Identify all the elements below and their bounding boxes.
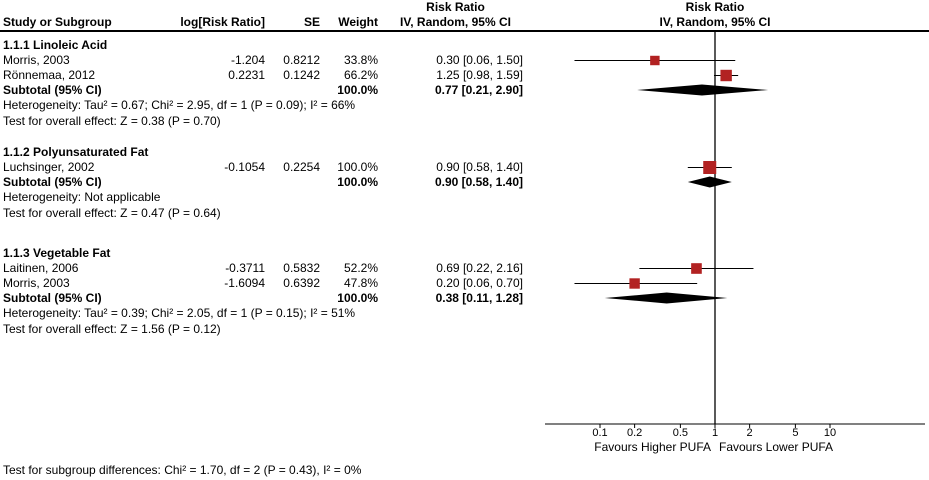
- col-header-study: Study or Subgroup: [3, 15, 112, 29]
- study-row: Laitinen, 2006 -0.3711 0.5832 52.2% 0.69…: [0, 261, 929, 276]
- overall-effect-text: Test for overall effect: Z = 1.56 (P = 0…: [3, 322, 221, 336]
- subgroup-heading: 1.1.3 Vegetable Fat: [0, 246, 929, 261]
- col-header-se: SE: [303, 15, 320, 29]
- subtotal-label: Subtotal (95% CI): [3, 175, 102, 189]
- axis-tick-label: 10: [823, 427, 837, 439]
- study-row: Luchsinger, 2002 -0.1054 0.2254 100.0% 0…: [0, 160, 929, 175]
- col-header-weight: Weight: [338, 15, 378, 29]
- overall-effect-note: Test for overall effect: Z = 0.47 (P = 0…: [0, 205, 929, 221]
- study-weight: 33.8%: [343, 53, 378, 67]
- study-name: Luchsinger, 2002: [3, 160, 95, 174]
- study-name: Morris, 2003: [3, 53, 70, 67]
- study-name: Morris, 2003: [3, 276, 70, 290]
- study-weight: 66.2%: [343, 68, 378, 82]
- col-header-log-risk-ratio: log[Risk Ratio]: [180, 15, 265, 29]
- study-weight: 100.0%: [337, 160, 378, 174]
- favours-right-label: Favours Lower PUFA: [719, 440, 834, 454]
- header-divider: [0, 30, 929, 32]
- subtotal-weight: 100.0%: [337, 83, 378, 97]
- col-header-ci: IV, Random, 95% CI: [400, 15, 511, 29]
- header-row-effect: Risk Ratio Risk Ratio: [0, 0, 929, 15]
- axis-tick-label: 5: [792, 427, 799, 439]
- subgroup-heading: 1.1.1 Linoleic Acid: [0, 38, 929, 53]
- heterogeneity-text: Heterogeneity: Not applicable: [3, 190, 161, 204]
- study-row: Rönnemaa, 2012 0.2231 0.1242 66.2% 1.25 …: [0, 68, 929, 83]
- study-log-risk-ratio: -1.204: [230, 53, 265, 67]
- subtotal-row: Subtotal (95% CI) 100.0% 0.38 [0.11, 1.2…: [0, 291, 929, 305]
- subgroup-title: 1.1.3 Vegetable Fat: [3, 246, 111, 260]
- subtotal-ci-text: 0.38 [0.11, 1.28]: [435, 291, 523, 305]
- subgroup-heading: 1.1.2 Polyunsaturated Fat: [0, 145, 929, 160]
- study-ci-text: 0.69 [0.22, 2.16]: [436, 261, 523, 275]
- subgroup-title: 1.1.1 Linoleic Acid: [3, 38, 108, 52]
- axis-tick-label: 1: [711, 427, 719, 439]
- study-se: 0.1242: [283, 68, 320, 82]
- study-se: 0.8212: [283, 53, 320, 67]
- heterogeneity-note: Heterogeneity: Not applicable: [0, 189, 929, 205]
- study-ci-text: 0.20 [0.06, 0.70]: [436, 276, 523, 290]
- favours-left-label: Favours Higher PUFA: [594, 440, 711, 454]
- axis-tick-label: 0.1: [592, 427, 608, 439]
- subtotal-weight: 100.0%: [337, 291, 378, 305]
- subgroup-title: 1.1.2 Polyunsaturated Fat: [3, 145, 149, 159]
- axis-tick-label: 0.5: [672, 427, 689, 439]
- subtotal-label: Subtotal (95% CI): [3, 83, 102, 97]
- study-se: 0.2254: [283, 160, 320, 174]
- heterogeneity-note: Heterogeneity: Tau² = 0.67; Chi² = 2.95,…: [0, 97, 929, 113]
- axis-tick-label: 2: [746, 427, 753, 439]
- header-row-columns: Study or Subgroup log[Risk Ratio] SE Wei…: [0, 15, 929, 30]
- study-se: 0.6392: [283, 276, 320, 290]
- study-log-risk-ratio: 0.2231: [228, 68, 265, 82]
- study-log-risk-ratio: -1.6094: [224, 276, 265, 290]
- plot-header-ci: IV, Random, 95% CI: [659, 15, 771, 29]
- study-row: Morris, 2003 -1.204 0.8212 33.8% 0.30 [0…: [0, 53, 929, 68]
- spacer: [0, 129, 929, 145]
- subtotal-row: Subtotal (95% CI) 100.0% 0.77 [0.21, 2.9…: [0, 83, 929, 97]
- study-ci-text: 1.25 [0.98, 1.59]: [436, 68, 523, 82]
- plot-column-effect-label: Risk Ratio: [685, 0, 745, 14]
- study-name: Laitinen, 2006: [3, 261, 79, 275]
- study-ci-text: 0.30 [0.06, 1.50]: [436, 53, 523, 67]
- study-weight: 47.8%: [343, 276, 378, 290]
- overall-effect-text: Test for overall effect: Z = 0.38 (P = 0…: [3, 114, 221, 128]
- ci-column-effect-label: Risk Ratio: [426, 0, 485, 14]
- overall-effect-note: Test for overall effect: Z = 1.56 (P = 0…: [0, 321, 929, 337]
- study-weight: 52.2%: [343, 261, 378, 275]
- study-row: Morris, 2003 -1.6094 0.6392 47.8% 0.20 […: [0, 276, 929, 291]
- heterogeneity-text: Heterogeneity: Tau² = 0.39; Chi² = 2.05,…: [3, 306, 356, 320]
- subtotal-weight: 100.0%: [337, 175, 378, 189]
- heterogeneity-text: Heterogeneity: Tau² = 0.67; Chi² = 2.95,…: [3, 98, 356, 112]
- spacer: [0, 221, 929, 246]
- subtotal-row: Subtotal (95% CI) 100.0% 0.90 [0.58, 1.4…: [0, 175, 929, 189]
- overall-effect-note: Test for overall effect: Z = 0.38 (P = 0…: [0, 113, 929, 129]
- study-se: 0.5832: [283, 261, 320, 275]
- subgroup-differences-note: Test for subgroup differences: Chi² = 1.…: [3, 463, 362, 477]
- study-name: Rönnemaa, 2012: [3, 68, 96, 82]
- subtotal-label: Subtotal (95% CI): [3, 291, 102, 305]
- subtotal-ci-text: 0.77 [0.21, 2.90]: [434, 83, 523, 97]
- overall-effect-text: Test for overall effect: Z = 0.47 (P = 0…: [3, 206, 221, 220]
- heterogeneity-note: Heterogeneity: Tau² = 0.39; Chi² = 2.05,…: [0, 305, 929, 321]
- study-log-risk-ratio: -0.1054: [224, 160, 265, 174]
- axis-tick-label: 0.2: [626, 427, 643, 439]
- subtotal-ci-text: 0.90 [0.58, 1.40]: [434, 175, 523, 189]
- study-ci-text: 0.90 [0.58, 1.40]: [436, 160, 523, 174]
- study-log-risk-ratio: -0.3711: [225, 261, 265, 275]
